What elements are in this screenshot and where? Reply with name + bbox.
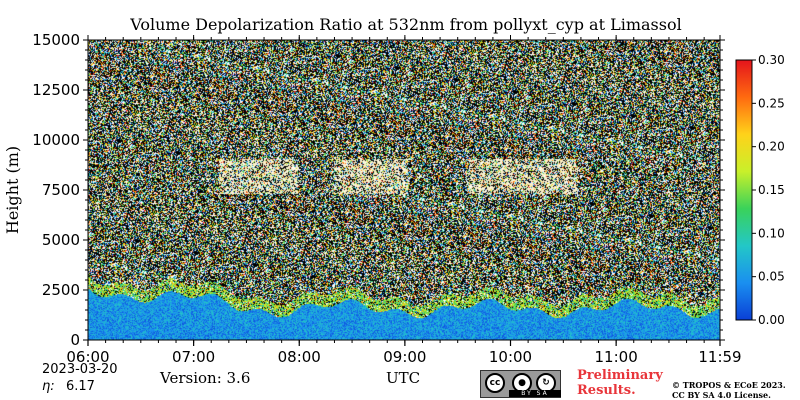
colorbar-bar (735, 59, 753, 321)
y-tick-label: 0 (70, 331, 80, 349)
preliminary-label-line1: Preliminary (577, 368, 663, 383)
x-tick-label: 10:00 (489, 348, 532, 366)
x-tick-label: 11:59 (698, 348, 741, 366)
y-tick-label: 10000 (32, 131, 80, 149)
cc-badge-subtitle: BY SA (509, 390, 561, 397)
eta-symbol: η: (42, 379, 55, 394)
x-tick-label: 08:00 (278, 348, 321, 366)
x-tick-label: 06:00 (66, 348, 109, 366)
cc-icon: cc (485, 373, 505, 393)
x-tick-label: 11:00 (595, 348, 638, 366)
plot-area (88, 40, 720, 340)
cc-license-badge[interactable]: cc ● ↻ BY SA (480, 370, 561, 398)
colorbar-tick-label: 0.30 (758, 53, 785, 67)
colorbar-tick-label: 0.00 (758, 313, 785, 327)
preliminary-label-line2: Results. (577, 383, 636, 398)
y-tick-label: 7500 (42, 181, 80, 199)
copyright-line2: CC BY SA 4.0 License. (672, 390, 771, 400)
colorbar-tick-label: 0.20 (758, 140, 785, 154)
colorbar-tick-label: 0.15 (758, 183, 785, 197)
colorbar-tick-label: 0.05 (758, 270, 785, 284)
colorbar-tick-label: 0.25 (758, 96, 785, 110)
y-tick-label: 5000 (42, 231, 80, 249)
version-label: Version: 3.6 (160, 369, 251, 387)
heatmap-image (88, 40, 720, 340)
eta-value: 6.17 (66, 379, 95, 394)
date-label: 2023-03-20 (42, 362, 118, 377)
y-tick-label: 15000 (32, 31, 80, 49)
axes: 0 2500 5000 7500 10000 12500 15000 06:00 07:00 08… (3, 31, 742, 366)
chart-title: Volume Depolarization Ratio at 532nm fro… (130, 15, 682, 34)
y-tick-label: 12500 (32, 81, 80, 99)
x-tick-label: 09:00 (383, 348, 426, 366)
colorbar: 0.00 0.05 0.10 0.15 0.20 0.25 0.30 (735, 53, 785, 327)
y-axis-label: Height (m) (3, 146, 22, 234)
y-tick-label: 2500 (42, 281, 80, 299)
x-tick-label: 07:00 (172, 348, 215, 366)
x-axis-label: UTC (386, 369, 421, 387)
copyright-line1: © TROPOS & ECoE 2023. (672, 380, 786, 390)
colorbar-tick-label: 0.10 (758, 226, 785, 240)
